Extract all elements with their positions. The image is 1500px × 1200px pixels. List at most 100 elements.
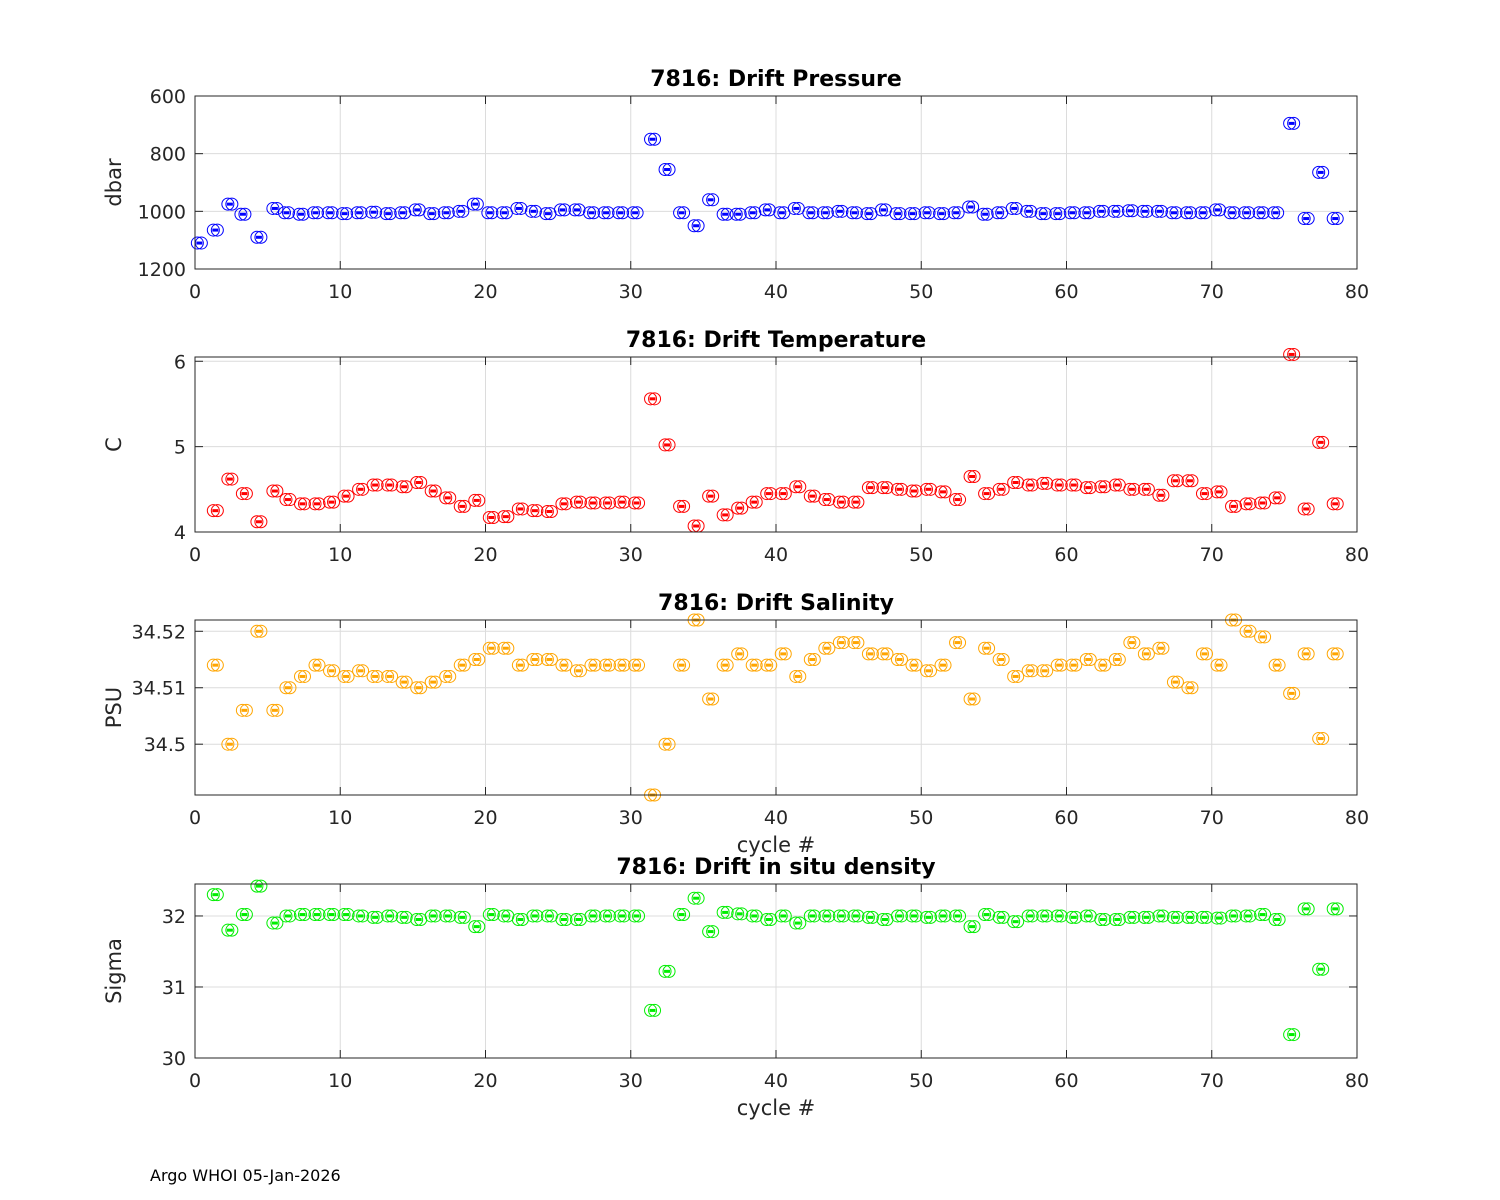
data-point-ring (325, 206, 339, 220)
data-point-ring (658, 163, 672, 177)
data-point-ring (1108, 913, 1122, 927)
data-point-ring (632, 909, 646, 923)
data-point-ring (1083, 481, 1097, 495)
data-point-ring (485, 206, 499, 220)
data-point-ring (617, 658, 631, 672)
y-tick-label: 31 (162, 977, 186, 999)
data-point (1297, 502, 1315, 516)
data-point-ring (366, 478, 380, 492)
data-point-ring (760, 658, 774, 672)
x-tick-label: 20 (473, 281, 497, 303)
data-point (1079, 481, 1097, 495)
data-point-ring (206, 504, 220, 518)
data-point-ring (1210, 485, 1224, 499)
data-point-ring (720, 508, 734, 522)
data-point-ring (1007, 475, 1021, 489)
data-point-ring (991, 206, 1005, 220)
data-point (1268, 913, 1286, 927)
data-point-ring (352, 909, 366, 923)
data-point-ring (1199, 910, 1213, 924)
data-point (453, 499, 471, 513)
data-point-ring (613, 658, 627, 672)
data-point-ring (992, 653, 1006, 667)
data-point (337, 669, 355, 683)
data-point (410, 475, 428, 489)
data-point-ring (530, 909, 544, 923)
data-point-ring (933, 207, 947, 221)
x-tick-label: 40 (764, 544, 788, 566)
data-point-ring (423, 207, 437, 221)
data-point (905, 909, 923, 923)
data-point (206, 223, 224, 237)
data-point-ring (283, 681, 297, 695)
data-point (323, 495, 341, 509)
data-point-ring (1137, 647, 1151, 661)
data-point-ring (239, 703, 253, 717)
data-point-ring (296, 207, 310, 221)
data-point-ring (1271, 206, 1285, 220)
data-point-ring (457, 910, 471, 924)
data-point (234, 207, 252, 221)
data-point-ring (323, 664, 337, 678)
data-point (1078, 206, 1096, 220)
data-point (1254, 496, 1272, 510)
data-point-ring (865, 910, 879, 924)
data-point (352, 664, 370, 678)
data-point (934, 485, 952, 499)
data-point-ring (849, 206, 863, 220)
data-point (568, 203, 586, 217)
data-point-ring (860, 207, 874, 221)
data-point-ring (764, 658, 778, 672)
data-point-ring (1195, 647, 1209, 661)
data-point-ring (381, 478, 395, 492)
data-point-ring (909, 909, 923, 923)
data-point (832, 636, 850, 650)
data-point-ring (924, 482, 938, 496)
x-tick-label: 40 (764, 807, 788, 829)
data-point-ring (453, 910, 467, 924)
data-point-ring (1301, 212, 1315, 226)
data-point (555, 913, 573, 927)
data-point-ring (1156, 909, 1170, 923)
data-point-ring (210, 888, 224, 902)
data-point (818, 641, 836, 655)
data-point (905, 658, 923, 672)
data-point-ring (603, 496, 617, 510)
data-point-ring (789, 669, 803, 683)
data-point (673, 206, 691, 220)
data-point-ring (963, 470, 977, 484)
data-point (889, 207, 907, 221)
data-point (1312, 962, 1330, 976)
data-point (1152, 909, 1170, 923)
data-point (1036, 476, 1054, 490)
data-point-ring (597, 206, 611, 220)
data-point-ring (238, 207, 252, 221)
data-point (1238, 206, 1256, 220)
data-point-ring (953, 909, 967, 923)
data-point-ring (599, 909, 613, 923)
data-point-ring (1094, 480, 1108, 494)
data-point (221, 472, 239, 486)
data-point-ring (1078, 206, 1092, 220)
data-point-ring (452, 204, 466, 218)
data-point-ring (453, 499, 467, 513)
data-point-ring (648, 392, 662, 406)
x-tick-label: 20 (473, 1070, 497, 1092)
data-point (526, 504, 544, 518)
data-point-ring (239, 908, 253, 922)
data-point (1152, 641, 1170, 655)
data-point-ring (1050, 658, 1064, 672)
data-point-ring (803, 909, 817, 923)
data-point (1050, 658, 1068, 672)
data-point-ring (832, 909, 846, 923)
data-point (293, 497, 311, 511)
x-tick-label: 60 (1054, 544, 1078, 566)
data-point-ring (706, 193, 720, 207)
data-point (1137, 910, 1155, 924)
data-point-ring (905, 909, 919, 923)
data-point-ring (1069, 658, 1083, 672)
data-point (949, 909, 967, 923)
data-point-ring (206, 888, 220, 902)
data-point-ring (1194, 206, 1208, 220)
data-point (1152, 488, 1170, 502)
